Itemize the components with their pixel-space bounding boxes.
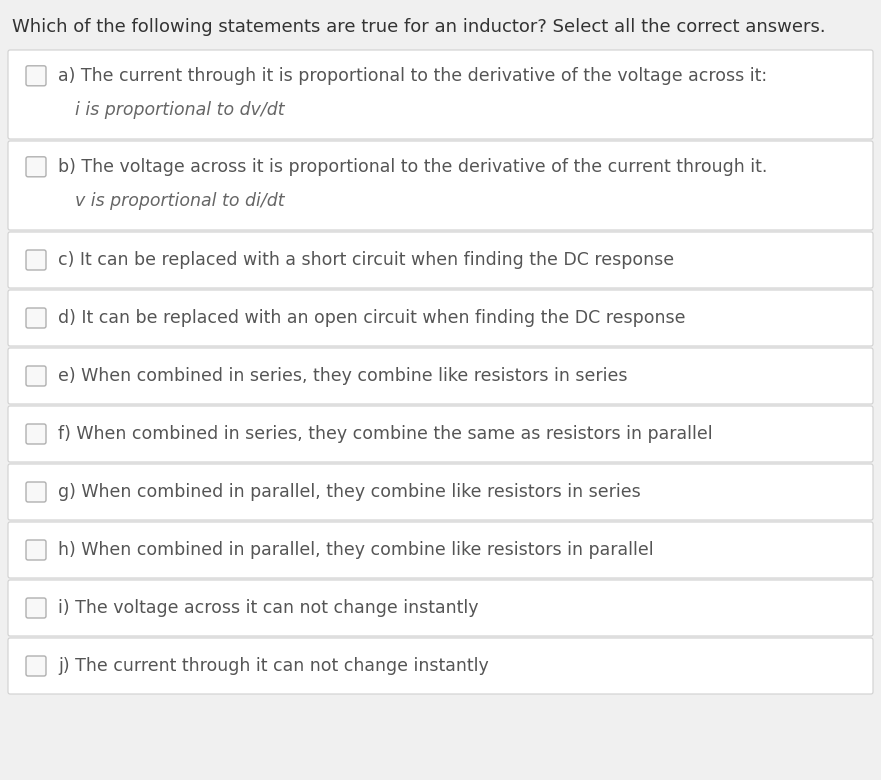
Text: c) It can be replaced with a short circuit when finding the DC response: c) It can be replaced with a short circu… (58, 251, 674, 269)
FancyBboxPatch shape (26, 598, 46, 618)
Text: e) When combined in series, they combine like resistors in series: e) When combined in series, they combine… (58, 367, 627, 385)
Text: a) The current through it is proportional to the derivative of the voltage acros: a) The current through it is proportiona… (58, 67, 767, 85)
FancyBboxPatch shape (26, 250, 46, 270)
FancyBboxPatch shape (26, 424, 46, 444)
FancyBboxPatch shape (8, 141, 873, 230)
FancyBboxPatch shape (8, 348, 873, 404)
Text: d) It can be replaced with an open circuit when finding the DC response: d) It can be replaced with an open circu… (58, 309, 685, 327)
FancyBboxPatch shape (26, 66, 46, 86)
Text: g) When combined in parallel, they combine like resistors in series: g) When combined in parallel, they combi… (58, 483, 640, 501)
FancyBboxPatch shape (8, 580, 873, 636)
FancyBboxPatch shape (8, 232, 873, 288)
FancyBboxPatch shape (8, 50, 873, 139)
FancyBboxPatch shape (8, 638, 873, 694)
FancyBboxPatch shape (26, 482, 46, 502)
FancyBboxPatch shape (8, 290, 873, 346)
Text: i is proportional to dv/dt: i is proportional to dv/dt (75, 101, 285, 119)
FancyBboxPatch shape (8, 406, 873, 462)
FancyBboxPatch shape (26, 366, 46, 386)
Text: Which of the following statements are true for an inductor? Select all the corre: Which of the following statements are tr… (12, 18, 825, 36)
Text: f) When combined in series, they combine the same as resistors in parallel: f) When combined in series, they combine… (58, 425, 713, 443)
FancyBboxPatch shape (26, 157, 46, 177)
Text: h) When combined in parallel, they combine like resistors in parallel: h) When combined in parallel, they combi… (58, 541, 654, 559)
FancyBboxPatch shape (26, 656, 46, 676)
Text: i) The voltage across it can not change instantly: i) The voltage across it can not change … (58, 599, 478, 617)
FancyBboxPatch shape (26, 540, 46, 560)
Text: b) The voltage across it is proportional to the derivative of the current throug: b) The voltage across it is proportional… (58, 158, 767, 176)
FancyBboxPatch shape (8, 464, 873, 520)
Text: v is proportional to di/dt: v is proportional to di/dt (75, 192, 285, 210)
FancyBboxPatch shape (26, 308, 46, 328)
Text: j) The current through it can not change instantly: j) The current through it can not change… (58, 657, 489, 675)
FancyBboxPatch shape (8, 522, 873, 578)
